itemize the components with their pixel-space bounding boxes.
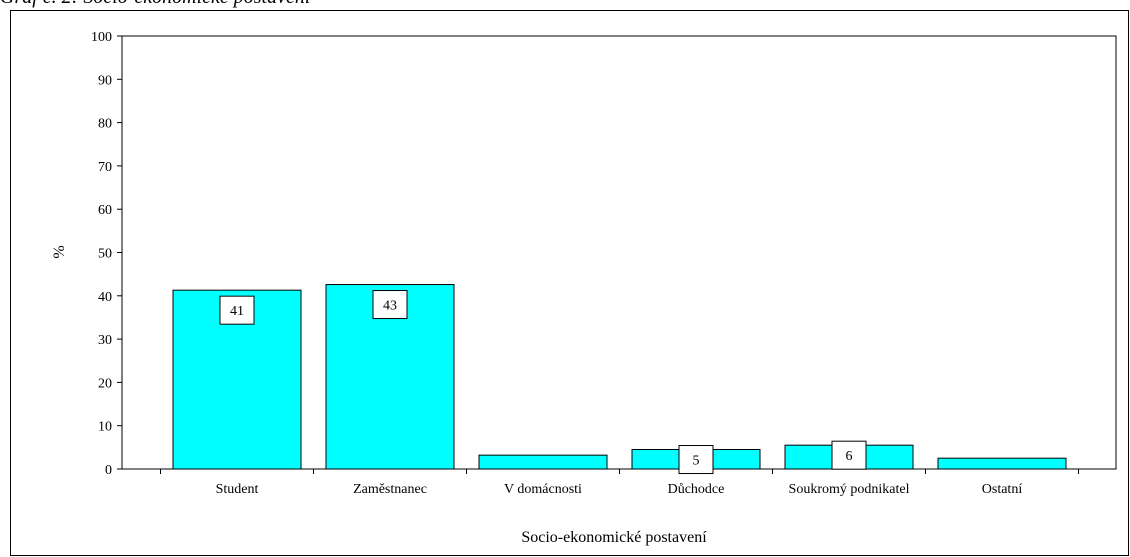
data-labels: 41 43 5 6 [219,290,867,475]
chart-caption: Graf č. 2: Socio-ekonomické postavení [0,0,310,9]
x-tick-label: Důchodce [668,482,725,497]
y-tick-label: 60 [98,203,112,218]
y-tick-label: 90 [98,73,112,88]
y-tick-label: 40 [98,290,112,305]
data-label: 5 [693,454,700,469]
y-tick-label: 100 [91,30,112,45]
data-label: 43 [383,299,397,314]
y-tick-label: 10 [98,420,112,435]
bar [478,454,608,470]
data-label-box [678,445,714,475]
data-label-box [831,440,867,470]
y-tick-label: 70 [98,160,112,175]
y-axis: 0 10 20 30 40 50 60 70 80 90 100 [91,30,122,478]
x-axis: Student Zaměstnanec V domácnosti Důchodce So… [160,469,1079,497]
y-tick-label: 30 [98,333,112,348]
y-tick-label: 20 [98,376,112,391]
x-axis-title: Socio-ekonomické postavení [521,529,707,546]
y-tick-label: 0 [105,463,112,478]
x-tick-label: Student [216,482,259,497]
data-label-box [372,290,408,320]
y-tick-label: 50 [98,247,112,262]
x-tick-label: Ostatní [982,482,1023,497]
x-tick-label: Soukromý podnikatel [789,482,910,497]
x-tick-label: V domácnosti [504,482,582,497]
x-tick-label: Zaměstnanec [353,482,427,497]
y-axis-title: % [51,245,68,258]
y-tick-label: 80 [98,117,112,132]
data-label-box [219,295,255,325]
data-label: 6 [846,449,853,464]
bar [937,457,1067,470]
data-label: 41 [230,304,244,319]
